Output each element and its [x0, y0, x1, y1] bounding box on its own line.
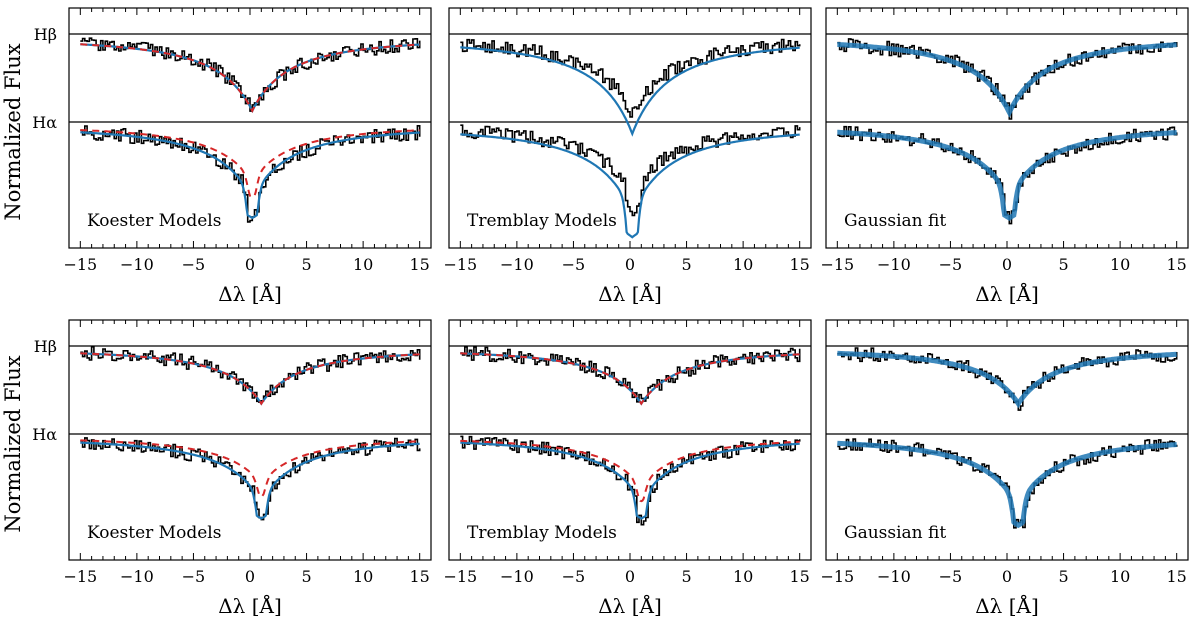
observed-spectrum-ha: [460, 435, 801, 526]
x-tick-label: −15: [63, 567, 97, 586]
x-tick-label: 10: [353, 567, 373, 586]
fit-curve-ha: [837, 440, 1177, 529]
x-tick-label: 0: [1002, 255, 1012, 274]
ylabel-row-2: Normalized Flux: [1, 355, 25, 532]
panel-label: Koester Models: [87, 211, 221, 231]
observed-spectrum-hb: [80, 346, 421, 403]
hbeta-label: Hβ: [34, 25, 57, 44]
x-tick-label: 5: [681, 255, 691, 274]
x-tick-label: 5: [301, 567, 311, 586]
x-axis-label: Δλ [Å]: [975, 593, 1039, 618]
fit-curve-ha: [80, 441, 420, 520]
observed-spectrum-ha: [837, 125, 1178, 225]
x-tick-label: −15: [820, 567, 854, 586]
x-axis-label: Δλ [Å]: [218, 281, 282, 306]
panel-label: Tremblay Models: [467, 523, 617, 543]
panel-r2-c1: −15 −10 −5 0 5 10 15 Δλ [Å] Koester Models Hβ Hα: [32, 319, 432, 618]
x-tick-label: −5: [939, 567, 963, 586]
fit-curve-hb: [460, 46, 800, 137]
x-tick-label: −5: [939, 255, 963, 274]
x-tick-label: −5: [562, 255, 586, 274]
observed-spectrum-ha: [80, 437, 421, 521]
x-tick-label: −10: [500, 255, 534, 274]
fit-curve-hb: [80, 352, 420, 406]
panel-r1-c1: −15 −10 −5 0 5 10 15 Δλ [Å] Koester Models Hβ Hα: [32, 7, 432, 306]
x-tick-label: −5: [562, 567, 586, 586]
x-tick-label: 0: [1002, 567, 1012, 586]
fit-curve-ha: [80, 131, 420, 220]
panel-label: Gaussian fit: [844, 211, 946, 231]
alt-fit-curve-hb: [460, 352, 800, 406]
x-tick-label: 15: [1167, 255, 1187, 274]
fit-curve-hb: [460, 352, 800, 406]
panel-label: Koester Models: [87, 523, 221, 543]
x-tick-label: 15: [410, 567, 430, 586]
x-tick-label: −10: [120, 567, 154, 586]
panel-r1-c3: −15 −10 −5 0 5 10 15 Δλ [Å] Gaussian fit: [820, 7, 1189, 306]
fit-curve-ha: [837, 129, 1177, 221]
x-axis-label: Δλ [Å]: [218, 593, 282, 618]
panel-r2-c2: −15 −10 −5 0 5 10 15 Δλ [Å] Tremblay Models: [443, 319, 812, 618]
x-tick-label: 0: [245, 567, 255, 586]
observed-spectrum-hb: [460, 346, 801, 403]
x-tick-label: −15: [443, 567, 477, 586]
alt-fit-curve-ha: [80, 129, 420, 199]
x-tick-label: −10: [877, 255, 911, 274]
alt-fit-curve-ha: [460, 439, 800, 503]
x-tick-label: −5: [182, 567, 206, 586]
x-tick-label: −15: [443, 255, 477, 274]
x-axis-label: Δλ [Å]: [975, 281, 1039, 306]
x-tick-label: −15: [63, 255, 97, 274]
hbeta-label: Hβ: [34, 337, 57, 356]
x-tick-label: 15: [410, 255, 430, 274]
x-tick-label: 5: [1058, 567, 1068, 586]
x-tick-label: 10: [353, 255, 373, 274]
observed-spectrum-ha: [460, 124, 801, 217]
x-tick-label: 15: [790, 255, 810, 274]
x-tick-label: −10: [500, 567, 534, 586]
observed-spectrum-ha: [80, 125, 421, 223]
halpha-label: Hα: [32, 425, 57, 444]
fit-curve-hb: [837, 350, 1177, 409]
x-tick-label: 15: [790, 567, 810, 586]
x-tick-label: 5: [1058, 255, 1068, 274]
observed-spectrum-hb: [460, 38, 801, 118]
x-tick-label: 5: [301, 255, 311, 274]
x-tick-label: 5: [681, 567, 691, 586]
x-tick-label: 10: [733, 567, 753, 586]
panel-label: Gaussian fit: [844, 523, 946, 543]
halpha-label: Hα: [32, 113, 57, 132]
x-tick-label: 0: [245, 255, 255, 274]
x-tick-label: −5: [182, 255, 206, 274]
x-tick-label: 0: [625, 255, 635, 274]
x-tick-label: −10: [877, 567, 911, 586]
x-tick-label: −10: [120, 255, 154, 274]
x-axis-label: Δλ [Å]: [598, 281, 662, 306]
x-tick-label: 10: [1110, 255, 1130, 274]
x-tick-label: 0: [625, 567, 635, 586]
alt-fit-curve-hb: [80, 43, 420, 113]
x-tick-label: −15: [820, 255, 854, 274]
alt-fit-curve-ha: [80, 439, 420, 498]
fit-curve-ha: [460, 133, 800, 239]
fit-curve-hb: [837, 42, 1177, 118]
x-tick-label: 10: [1110, 567, 1130, 586]
x-tick-label: 10: [733, 255, 753, 274]
observed-spectrum-ha: [837, 438, 1178, 529]
ylabel-row-1: Normalized Flux: [1, 43, 25, 220]
fit-curve-ha: [460, 441, 800, 520]
panel-r2-c3: −15 −10 −5 0 5 10 15 Δλ [Å] Gaussian fit: [820, 319, 1189, 618]
x-tick-label: 15: [1167, 567, 1187, 586]
panel-label: Tremblay Models: [467, 211, 617, 231]
x-axis-label: Δλ [Å]: [598, 593, 662, 618]
panel-r1-c2: −15 −10 −5 0 5 10 15 Δλ [Å] Tremblay Models: [443, 7, 812, 306]
